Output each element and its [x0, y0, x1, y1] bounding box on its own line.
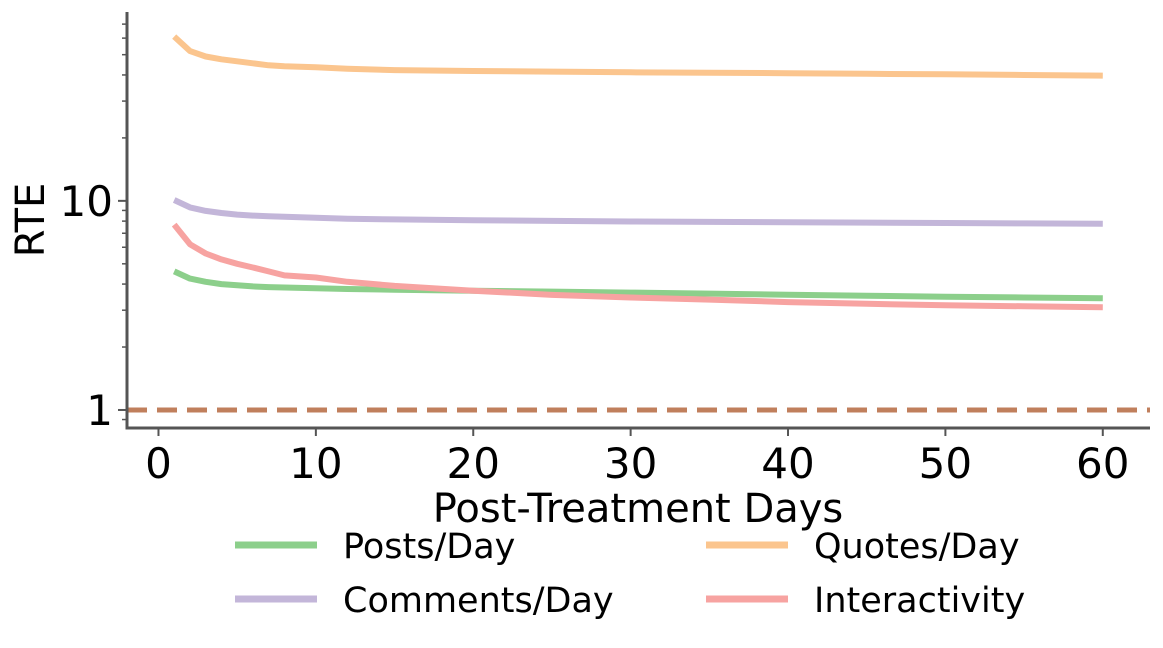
x-ticks: 0 10 20 30 40 50 60 — [145, 428, 1130, 488]
legend: Posts/Day Comments/Day Quotes/Day Interacti… — [235, 527, 1025, 621]
y-tick-label: 10 — [60, 177, 113, 226]
series-line-posts-day — [172, 268, 1103, 302]
x-tick-label: 60 — [1076, 439, 1129, 488]
x-tick-label: 10 — [289, 439, 342, 488]
legend-label: Comments/Day — [343, 581, 614, 621]
x-tick-label: 50 — [919, 439, 972, 488]
legend-item-posts-day: Posts/Day — [235, 527, 515, 567]
plot-lines — [171, 34, 1103, 311]
x-tick-label: 40 — [761, 439, 814, 488]
legend-item-quotes-day: Quotes/Day — [706, 527, 1020, 567]
x-tick-label: 0 — [145, 439, 172, 488]
legend-label: Posts/Day — [343, 527, 515, 567]
x-tick-label: 20 — [447, 439, 500, 488]
series-line-interactivity — [171, 222, 1103, 311]
series-line-comments-day — [172, 197, 1103, 227]
x-axis-title: Post-Treatment Days — [433, 486, 844, 532]
legend-item-interactivity: Interactivity — [706, 581, 1025, 621]
legend-item-comments-day: Comments/Day — [235, 581, 614, 621]
legend-label: Quotes/Day — [814, 527, 1020, 567]
y-axis-title: RTE — [8, 183, 54, 258]
legend-label: Interactivity — [814, 581, 1025, 621]
x-tick-label: 30 — [604, 439, 657, 488]
axes — [125, 12, 1150, 430]
y-ticks: 1 10 — [60, 23, 127, 435]
y-tick-label: 1 — [86, 386, 113, 435]
series-line-quotes-day — [172, 34, 1103, 79]
